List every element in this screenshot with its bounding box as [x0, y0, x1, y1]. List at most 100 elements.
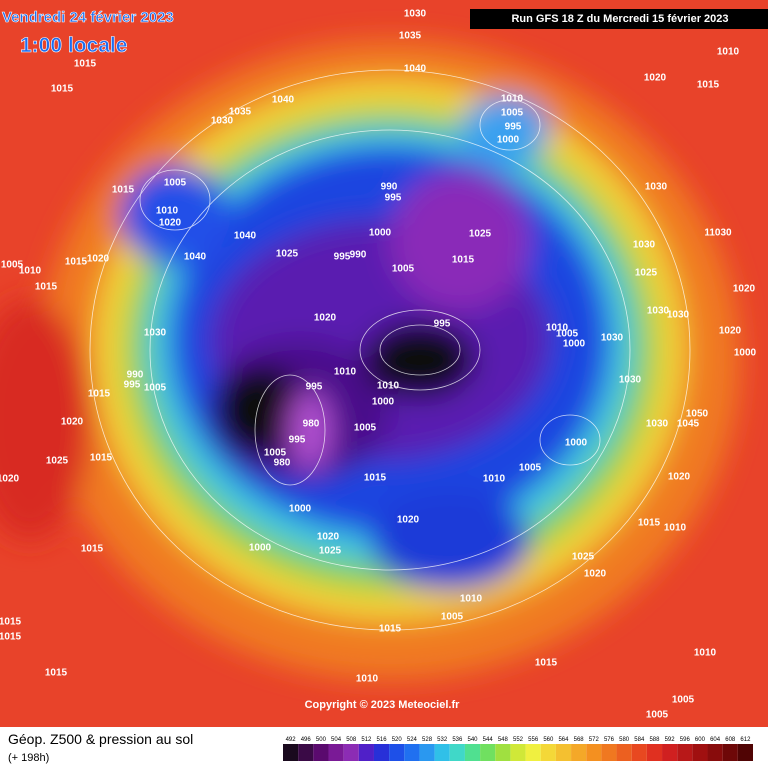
legend-label: 564: [558, 737, 569, 743]
field: 1030103510401015101510401035103010101005…: [0, 0, 768, 727]
isobar-label: 1015: [0, 617, 22, 628]
isobar-label: 1025: [319, 546, 342, 557]
isobar-label: 1010: [377, 381, 400, 392]
legend-swatch: [358, 744, 374, 761]
isobar-label: 995: [385, 193, 402, 204]
isobar-label: 1040: [404, 64, 427, 75]
isobar-label: 1030: [647, 306, 670, 317]
isobar-label: 1010: [546, 323, 569, 334]
isobar-label: 1000: [734, 348, 757, 359]
isobar-label: 1015: [638, 518, 661, 529]
isobar-label: 1020: [668, 472, 691, 483]
legend-label: 604: [710, 737, 721, 743]
run-info: Run GFS 18 Z du Mercredi 15 février 2023: [511, 13, 728, 25]
forecast-date: Vendredi 24 février 2023: [2, 9, 174, 26]
isobar-label: 1010: [501, 94, 524, 105]
isobar-label: 1020: [317, 532, 340, 543]
copyright: Copyright © 2023 Meteociel.fr: [305, 699, 461, 711]
isobar-label: 1005: [556, 329, 579, 340]
isobar-label: 995: [434, 319, 451, 330]
legend-label: 580: [619, 737, 630, 743]
legend-swatch: [464, 744, 481, 761]
legend-label: 544: [483, 737, 494, 743]
isobar-label: 1020: [644, 73, 667, 84]
footer-title: Géop. Z500 & pression au sol: [8, 731, 193, 747]
isobar-label: 1000: [369, 228, 392, 239]
isobar-label: 1020: [397, 515, 420, 526]
isobar-label: 1025: [469, 229, 492, 240]
legend-swatch: [389, 744, 405, 761]
run-box: [470, 9, 768, 29]
isobar-label: 1015: [81, 544, 104, 555]
isobar-label: 1030: [619, 375, 642, 386]
isobar-label: 1015: [0, 632, 22, 643]
isobar-label: 990: [381, 182, 398, 193]
legend-swatch: [419, 744, 435, 761]
isobar-label: 11030: [704, 228, 732, 239]
legend-swatch: [480, 744, 496, 761]
isobar-label: 1020: [314, 313, 337, 324]
isobar-label: 1025: [276, 249, 299, 260]
isobar-label: 1030: [646, 419, 669, 430]
isobar-label: 1010: [334, 367, 357, 378]
legend-swatch: [692, 744, 708, 761]
legend-label: 520: [392, 737, 403, 743]
legend-label: 552: [513, 737, 524, 743]
legend-swatch: [646, 744, 663, 761]
isobar-label: 1005: [392, 264, 415, 275]
isobar-label: 1020: [584, 569, 607, 580]
legend-swatch: [343, 744, 359, 761]
isobar-label: 1010: [19, 266, 42, 277]
legend-label: 524: [407, 737, 418, 743]
color-legend: 492 496 500 504 508 512 516 520 524 528 532 536 540 5…: [283, 737, 753, 761]
isobar-label: 1010: [483, 474, 506, 485]
isobar-label: 1020: [0, 474, 20, 485]
legend-label: 560: [543, 737, 554, 743]
legend-swatch: [283, 744, 299, 761]
legend-swatch: [373, 744, 390, 761]
isobar-label: 1020: [159, 218, 182, 229]
legend-swatch: [571, 744, 587, 761]
footer-lead: (+ 198h): [8, 752, 49, 764]
legend-swatch: [525, 744, 541, 761]
legend-swatch: [722, 744, 738, 761]
isobar-label: 1015: [452, 255, 475, 266]
legend-label: 496: [301, 737, 312, 743]
isobar-label: 1015: [112, 185, 135, 196]
isobar-label: 1015: [51, 84, 74, 95]
legend-swatch: [298, 744, 314, 761]
legend-label: 492: [286, 737, 297, 743]
isobar-label: 980: [303, 419, 320, 430]
isobar-label: 1015: [379, 624, 402, 635]
isobar-label: 1015: [65, 257, 88, 268]
isobar-label: 1015: [697, 80, 720, 91]
legend-swatch: [495, 744, 511, 761]
isobar-label: 1010: [356, 674, 379, 685]
isobar-label: 1025: [572, 552, 595, 563]
isobar-label: 1050: [686, 409, 709, 420]
isobar-label: 1030: [645, 182, 668, 193]
isobar-label: 1010: [694, 648, 717, 659]
legend-swatch: [616, 744, 632, 761]
legend-label: 532: [437, 737, 448, 743]
legend-swatch: [662, 744, 678, 761]
legend-label: 584: [634, 737, 645, 743]
isobar-label: 995: [124, 380, 141, 391]
legend-label: 612: [740, 737, 751, 743]
isobar-label: 1000: [563, 339, 586, 350]
isobar-label: 1000: [289, 504, 312, 515]
isobar-label: 1005: [264, 448, 287, 459]
legend-swatch: [707, 744, 723, 761]
isobar-label: 1025: [635, 268, 658, 279]
legend-swatch: [434, 744, 450, 761]
isobar-label: 1015: [35, 282, 58, 293]
legend-swatch: [449, 744, 465, 761]
isobar-label: 1020: [719, 326, 742, 337]
isobar-label: 990: [127, 370, 144, 381]
isobar-label: 1040: [272, 95, 295, 106]
legend-label: 540: [468, 737, 479, 743]
isobar-label: 1040: [184, 252, 207, 263]
isobar-label: 1040: [234, 231, 257, 242]
legend-swatch: [677, 744, 693, 761]
